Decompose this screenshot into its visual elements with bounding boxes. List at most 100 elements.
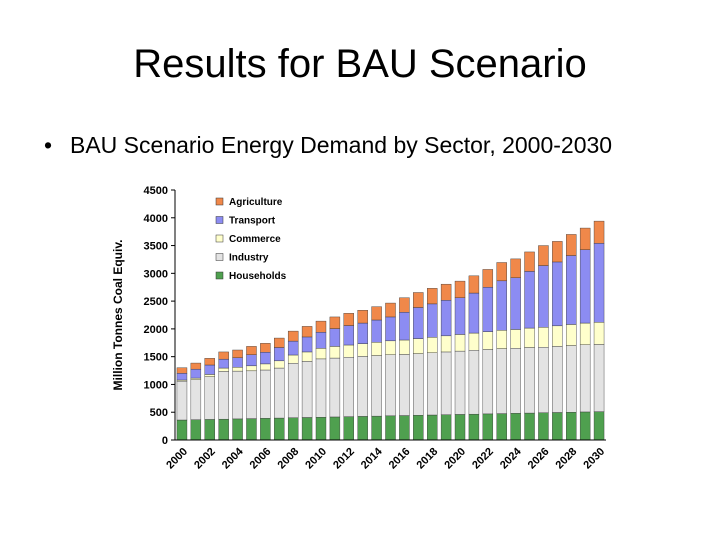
bar-transport-2013: [357, 322, 368, 344]
bar-agriculture-2015: [385, 302, 396, 318]
legend-swatch-agriculture: [215, 197, 224, 206]
y-tick-label: 1000: [144, 379, 168, 391]
bar-transport-2005: [246, 354, 257, 367]
bar-industry-2008: [287, 363, 299, 418]
bar-transport-2030: [593, 243, 605, 323]
bar-industry-2000: [176, 380, 188, 421]
bar-agriculture-2008: [287, 330, 299, 342]
bar-industry-2022: [482, 349, 494, 415]
bar-agriculture-2010: [315, 320, 327, 333]
bar-agriculture-2020: [454, 280, 466, 298]
y-tick-label: 3500: [144, 241, 168, 253]
bar-agriculture-2023: [496, 262, 507, 282]
y-tick-label: 0: [162, 435, 168, 447]
bar-industry-2014: [371, 355, 382, 417]
legend-label-transport: Transport: [229, 216, 276, 227]
bar-industry-2001: [190, 379, 202, 420]
legend-label-industry: Industry: [229, 253, 269, 264]
bar-households-2000: [176, 419, 188, 441]
bar-industry-2029: [579, 344, 591, 413]
bar-commerce-2014: [371, 342, 382, 356]
bar-households-2021: [468, 413, 480, 441]
bar-transport-2017: [413, 307, 424, 339]
bar-commerce-2024: [510, 329, 521, 349]
bar-industry-2010: [315, 358, 327, 418]
bar-transport-2015: [385, 316, 396, 342]
bar-industry-2016: [399, 354, 410, 416]
bar-agriculture-2001: [190, 362, 202, 370]
bar-agriculture-2009: [301, 326, 313, 338]
bar-transport-2024: [510, 277, 521, 330]
bar-households-2002: [204, 419, 215, 441]
bar-industry-2030: [593, 344, 605, 412]
bar-households-2006: [260, 418, 271, 441]
bar-transport-2020: [454, 297, 466, 335]
bar-transport-2029: [579, 249, 591, 324]
bar-agriculture-2011: [329, 316, 341, 329]
bar-transport-2011: [329, 328, 341, 347]
bar-industry-2023: [496, 348, 507, 414]
x-tick-label: 2014: [359, 445, 385, 471]
bar-households-2016: [399, 415, 410, 441]
bar-agriculture-2025: [524, 251, 535, 272]
bar-agriculture-2029: [579, 227, 591, 250]
bar-households-2008: [287, 417, 299, 441]
bullet-dot-icon: •: [44, 132, 53, 158]
bar-transport-2004: [232, 357, 243, 368]
bar-households-2028: [566, 412, 577, 441]
bar-households-2025: [524, 412, 535, 441]
bar-agriculture-2002: [204, 358, 215, 366]
bar-commerce-2003: [218, 367, 229, 372]
bar-transport-2007: [274, 347, 285, 362]
bar-commerce-2020: [454, 334, 466, 352]
bar-households-2023: [496, 413, 507, 441]
bar-industry-2003: [218, 371, 229, 420]
bar-industry-2027: [552, 346, 563, 413]
legend-swatch-households: [215, 271, 224, 280]
x-tick-label: 2030: [581, 446, 607, 472]
legend-label-commerce: Commerce: [229, 234, 281, 245]
bar-transport-2028: [566, 255, 577, 325]
bar-agriculture-2007: [274, 337, 285, 348]
bar-households-2009: [301, 417, 313, 441]
bar-commerce-2028: [566, 324, 577, 346]
bar-industry-2026: [538, 347, 549, 413]
bar-commerce-2021: [468, 332, 480, 351]
x-tick-label: 2016: [387, 446, 413, 472]
bar-agriculture-2027: [552, 241, 563, 263]
legend-swatch-commerce: [215, 234, 224, 243]
bar-industry-2002: [204, 376, 215, 420]
bar-industry-2012: [343, 357, 355, 417]
bar-agriculture-2005: [246, 346, 257, 355]
bar-commerce-2023: [496, 330, 507, 349]
bullet-item: • BAU Scenario Energy Demand by Sector, 2…: [44, 132, 612, 159]
legend-label-agriculture: Agriculture: [229, 197, 283, 208]
y-tick-label: 500: [150, 407, 168, 419]
bar-commerce-2027: [552, 325, 563, 347]
legend-swatch-industry: [215, 253, 224, 261]
bar-agriculture-2022: [482, 269, 494, 288]
bar-households-2014: [371, 415, 382, 441]
bar-industry-2020: [454, 350, 466, 415]
bar-industry-2025: [524, 347, 535, 414]
bar-industry-2004: [232, 370, 243, 420]
bar-commerce-2030: [593, 322, 605, 345]
x-tick-label: 2018: [415, 446, 441, 472]
bar-households-2029: [579, 411, 591, 441]
bar-households-2022: [482, 413, 494, 441]
bar-households-2015: [385, 415, 396, 441]
bar-industry-2028: [566, 345, 577, 413]
bar-commerce-2013: [357, 343, 368, 357]
bar-households-2018: [427, 414, 438, 441]
bar-agriculture-2024: [510, 258, 521, 278]
bar-transport-2000: [176, 373, 188, 381]
bar-households-2003: [218, 418, 229, 441]
bars-group: [176, 220, 605, 441]
bar-industry-2021: [468, 350, 480, 415]
bar-households-2011: [329, 416, 341, 441]
bar-households-2004: [232, 418, 243, 441]
bar-transport-2014: [371, 319, 382, 343]
x-tick-label: 2010: [303, 446, 329, 472]
bar-households-2001: [190, 419, 202, 441]
